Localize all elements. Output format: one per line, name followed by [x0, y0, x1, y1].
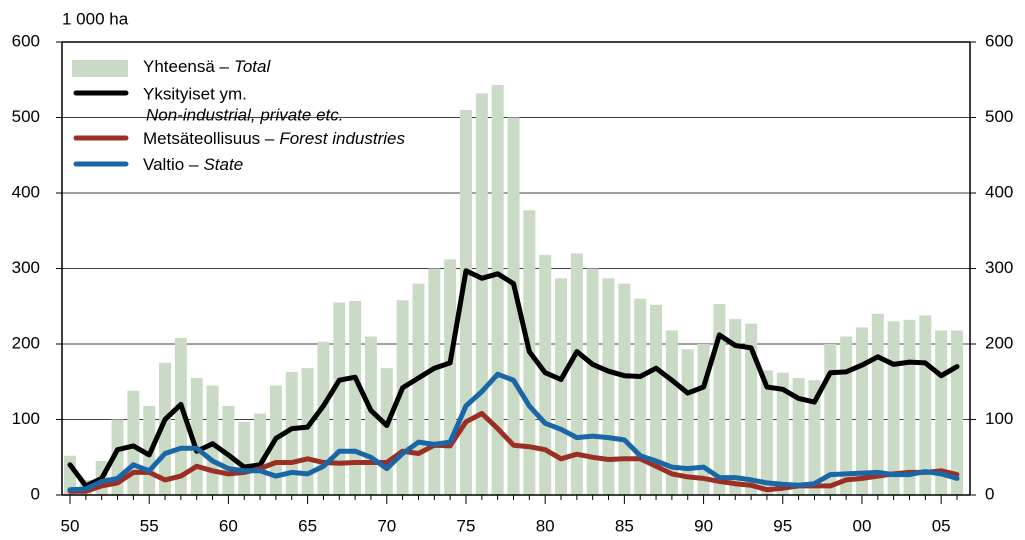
bar	[206, 385, 219, 495]
bar	[380, 368, 393, 495]
bar	[903, 319, 916, 495]
bar	[570, 253, 583, 495]
bar	[665, 330, 678, 495]
bar	[491, 85, 504, 495]
x-tick-label: 00	[853, 516, 872, 535]
legend-name: Yksityiset ym.	[143, 84, 247, 103]
y-tick-label: 300	[12, 258, 40, 277]
bar	[871, 313, 884, 495]
bar	[681, 349, 694, 495]
bar	[776, 372, 789, 495]
y-tick-label: 600	[12, 31, 40, 50]
bar	[159, 362, 172, 495]
bar	[174, 337, 187, 495]
bar	[317, 341, 330, 495]
legend-label: Yhteensä – Total	[143, 57, 271, 76]
bar	[919, 315, 932, 495]
y2-tick-label: 200	[985, 333, 1013, 352]
bar	[127, 390, 140, 495]
legend-label: Valtio – State	[143, 155, 243, 174]
bar	[444, 259, 457, 495]
bar	[887, 321, 900, 495]
y-axis-label: 1 000 ha	[62, 9, 129, 28]
bar	[855, 327, 868, 495]
legend-name: Metsäteollisuus –	[143, 129, 275, 148]
bar	[840, 336, 853, 495]
legend-name: Valtio –	[143, 155, 199, 174]
bar	[254, 413, 267, 495]
bar	[760, 370, 773, 495]
y2-tick-label: 400	[985, 182, 1013, 201]
legend-name-en: State	[203, 155, 243, 174]
bar	[650, 304, 663, 495]
legend-swatch	[72, 60, 128, 77]
x-tick-label: 80	[536, 516, 555, 535]
bar	[808, 380, 821, 495]
bar	[396, 300, 409, 495]
x-tick-label: 05	[932, 516, 951, 535]
line	[67, 268, 960, 489]
bar	[507, 117, 520, 495]
bar	[634, 298, 647, 495]
y2-tick-label: 600	[985, 31, 1013, 50]
x-tick-label: 60	[219, 516, 238, 535]
line	[67, 371, 960, 493]
bar	[301, 368, 314, 495]
legend-name-en: Total	[234, 57, 271, 76]
y2-tick-label: 300	[985, 258, 1013, 277]
bar	[586, 268, 599, 495]
x-tick-label: 50	[61, 516, 80, 535]
x-tick-label: 95	[773, 516, 792, 535]
x-tick-label: 65	[298, 516, 317, 535]
bar	[555, 278, 568, 495]
bar	[349, 300, 362, 495]
x-tick-label: 85	[615, 516, 634, 535]
legend-name: Yhteensä –	[143, 57, 230, 76]
y2-tick-label: 0	[985, 484, 994, 503]
bar	[602, 278, 615, 495]
legend-name-en: Forest industries	[279, 129, 405, 148]
bar	[333, 302, 346, 495]
legend-label: Metsäteollisuus – Forest industries	[143, 129, 406, 148]
y2-tick-label: 500	[985, 107, 1013, 126]
bar	[729, 319, 742, 495]
bar	[951, 330, 963, 495]
bar	[475, 93, 488, 495]
bar	[238, 421, 251, 495]
x-tick-label: 55	[140, 516, 159, 535]
x-tick-label: 75	[457, 516, 476, 535]
y-tick-label: 200	[12, 333, 40, 352]
y2-tick-label: 100	[985, 409, 1013, 428]
bar	[412, 283, 425, 495]
y-tick-label: 500	[12, 107, 40, 126]
legend-name-en: Non-industrial, private etc.	[146, 105, 343, 124]
y-tick-label: 100	[12, 409, 40, 428]
bar	[459, 109, 472, 495]
bar	[618, 283, 631, 495]
y-tick-label: 0	[31, 484, 40, 503]
bar	[428, 268, 441, 495]
bar	[745, 323, 758, 495]
x-tick-label: 90	[694, 516, 713, 535]
x-tick-label: 70	[377, 516, 396, 535]
bar	[792, 377, 805, 495]
y-tick-label: 400	[12, 182, 40, 201]
